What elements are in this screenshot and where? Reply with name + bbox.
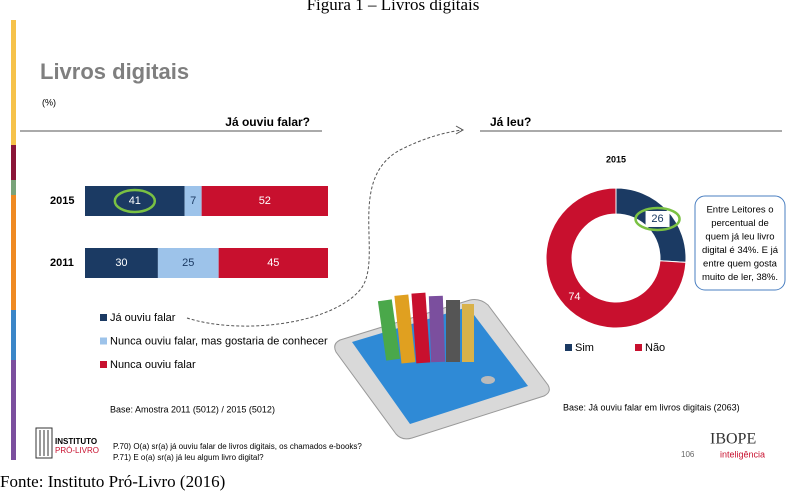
bar-segment (157, 248, 219, 278)
y-tick-label: 2011 (50, 257, 74, 269)
callout-line: digital é 34%. E já (702, 245, 779, 256)
legend-swatch (100, 361, 107, 368)
legend-swatch (100, 314, 107, 321)
slide-title: Livros digitais (40, 59, 189, 84)
data-label: 41 (129, 195, 141, 207)
data-label: 25 (182, 257, 194, 269)
callout-line: quem já leu livro (705, 232, 774, 243)
data-label: 52 (259, 195, 271, 207)
base-left: Base: Amostra 2011 (5012) / 2015 (5012) (110, 404, 275, 414)
data-label: 7 (190, 195, 196, 207)
highlight (113, 188, 157, 214)
callout-box (694, 195, 786, 291)
source: Fonte: Instituto Pró-Livro (2016) (0, 472, 225, 491)
data-label: 30 (115, 257, 127, 269)
stripe (11, 310, 16, 360)
legend-label: Sim (575, 342, 594, 354)
donut-slice (545, 187, 687, 329)
footnote: P.70) O(a) sr(a) já ouviu falar de livro… (113, 442, 362, 451)
logo-text: PRÓ-LIVRO (55, 446, 99, 455)
legend-label: Nunca ouviu falar (110, 359, 196, 371)
data-label: 26 (651, 213, 663, 225)
legend-swatch (635, 344, 642, 351)
callout-line: Entre Leitores o (706, 205, 773, 216)
stripe (11, 145, 16, 180)
footnote: P.71) E o(a) sr(a) já leu algum livro di… (113, 453, 264, 462)
bar-segment (201, 186, 328, 216)
stripe (11, 180, 16, 195)
base-right: Base: Já ouviu falar em livros digitais … (563, 402, 740, 412)
donut-title: Já leu? (490, 115, 531, 129)
unit: (%) (42, 97, 56, 107)
callout: Entre Leitores o percentual de quem já leu… (702, 205, 779, 284)
logo-text: INSTITUTO (55, 437, 97, 446)
bar-segment (85, 248, 158, 278)
callout-line: percentual de (711, 218, 769, 229)
data-label: 74 (568, 291, 580, 303)
page-number: 106 (681, 450, 695, 459)
bar-segment (218, 248, 328, 278)
callout-line: muito de ler, 38%. (702, 272, 778, 283)
donut-subtitle: 2015 (606, 154, 626, 164)
y-tick-label: 2015 (50, 195, 74, 207)
arrow-head (455, 125, 465, 135)
legend-swatch (100, 337, 107, 345)
stripe (11, 360, 16, 460)
stripe (11, 20, 16, 145)
legend-swatch (565, 344, 572, 351)
arrow (186, 129, 463, 327)
label-bg (645, 210, 670, 227)
caption: Figura 1 – Livros digitais (307, 0, 480, 14)
data-label: 45 (267, 257, 279, 269)
highlight (634, 206, 681, 232)
legend-label: Nunca ouviu falar, mas gostaria de conhe… (110, 335, 328, 347)
bar-title: Já ouviu falar? (225, 115, 310, 129)
bar-segment (184, 186, 202, 216)
logo-ibope: IBOPE (710, 431, 756, 448)
stripe (11, 195, 16, 310)
callout-line: entre quem gosta (703, 259, 778, 270)
phone-illustration (334, 292, 550, 440)
legend-label: Não (645, 342, 665, 354)
logo-ibope-sub: inteligência (720, 449, 765, 459)
legend-label: Já ouviu falar (110, 312, 176, 324)
logo-left: INSTITUTO PRÓ-LIVRO (35, 427, 99, 459)
